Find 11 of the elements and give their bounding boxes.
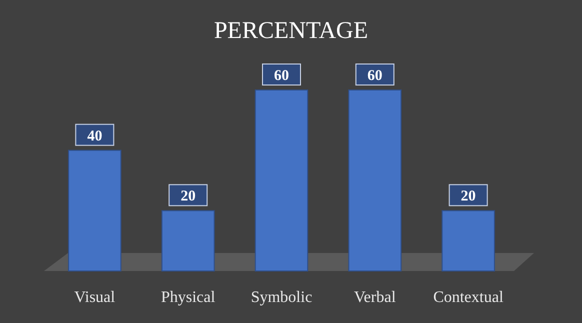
chart-title: PERCENTAGE (214, 18, 368, 44)
x-tick-label: Visual (74, 289, 116, 306)
data-label: 60 (274, 68, 289, 84)
x-tick-label: Contextual (433, 289, 504, 306)
data-label: 40 (87, 128, 102, 144)
x-tick-label: Symbolic (250, 289, 312, 306)
x-tick-label: Verbal (354, 289, 396, 306)
data-label: 60 (367, 68, 382, 84)
data-label: 20 (460, 188, 476, 205)
data-label: 20 (180, 188, 196, 205)
x-tick-label: Physical (160, 289, 216, 306)
